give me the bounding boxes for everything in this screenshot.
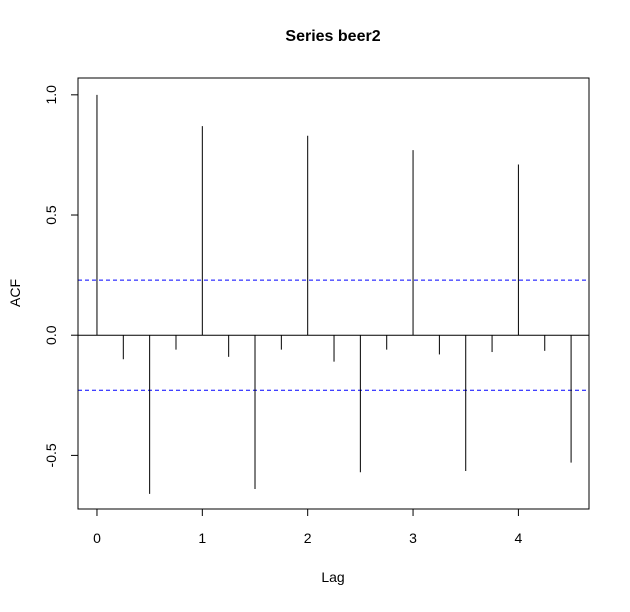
chart-title: Series beer2 bbox=[285, 28, 380, 45]
plot-box bbox=[77, 77, 590, 510]
y-tick-label: -0.5 bbox=[43, 443, 59, 467]
y-axis-label: ACF bbox=[7, 279, 23, 307]
x-axis-label: Lag bbox=[321, 569, 344, 585]
x-tick-label: 1 bbox=[198, 530, 206, 546]
x-tick-label: 4 bbox=[515, 530, 523, 546]
y-tick-label: 1.0 bbox=[43, 85, 59, 105]
y-tick-label: 0.5 bbox=[43, 205, 59, 225]
x-tick-label: 2 bbox=[304, 530, 312, 546]
x-tick-label: 3 bbox=[409, 530, 417, 546]
x-tick-label: 0 bbox=[93, 530, 101, 546]
y-tick-label: 0.0 bbox=[43, 325, 59, 345]
